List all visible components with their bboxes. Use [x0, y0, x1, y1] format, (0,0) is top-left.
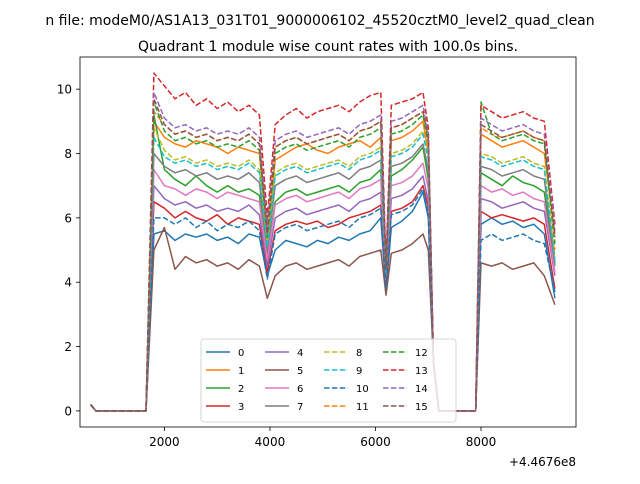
y-tick-label: 10	[57, 83, 72, 97]
legend-label-4: 4	[297, 348, 303, 359]
legend-label-11: 11	[356, 402, 369, 413]
x-tick-label: 8000	[466, 435, 497, 449]
x-axis-offset-label: +4.4676e8	[509, 455, 576, 469]
legend-label-2: 2	[238, 384, 244, 395]
y-tick-label: 4	[64, 276, 72, 290]
x-tick-label: 6000	[360, 435, 391, 449]
legend-label-8: 8	[356, 348, 362, 359]
axes-frame	[79, 56, 577, 428]
legend-label-9: 9	[356, 366, 362, 377]
figure-suptitle: n file: modeM0/AS1A13_031T01_9000006102_…	[45, 13, 594, 29]
legend-label-0: 0	[238, 348, 244, 359]
plot-area	[90, 72, 556, 412]
legend-label-1: 1	[238, 366, 244, 377]
legend-label-12: 12	[415, 348, 428, 359]
series-line-10	[90, 188, 556, 412]
legend-box	[200, 338, 457, 423]
x-axis: 2000 4000 6000 8000	[149, 427, 496, 449]
y-axis: 0 2 4 6 8 10	[57, 83, 80, 418]
y-tick-label: 2	[64, 340, 72, 354]
legend-label-10: 10	[356, 384, 369, 395]
x-tick-label: 4000	[255, 435, 286, 449]
series-line-15	[90, 98, 556, 412]
y-tick-label: 0	[64, 404, 72, 418]
legend-label-13: 13	[415, 366, 428, 377]
legend-label-14: 14	[415, 384, 428, 395]
legend-label-5: 5	[297, 366, 303, 377]
x-tick-label: 2000	[149, 435, 180, 449]
chart-title: Quadrant 1 module wise count rates with …	[138, 39, 518, 55]
legend-label-6: 6	[297, 384, 303, 395]
y-tick-label: 8	[64, 147, 72, 161]
legend-label-3: 3	[238, 402, 244, 413]
legend-label-7: 7	[297, 402, 303, 413]
legend-label-15: 15	[415, 402, 428, 413]
y-tick-label: 6	[64, 211, 72, 225]
